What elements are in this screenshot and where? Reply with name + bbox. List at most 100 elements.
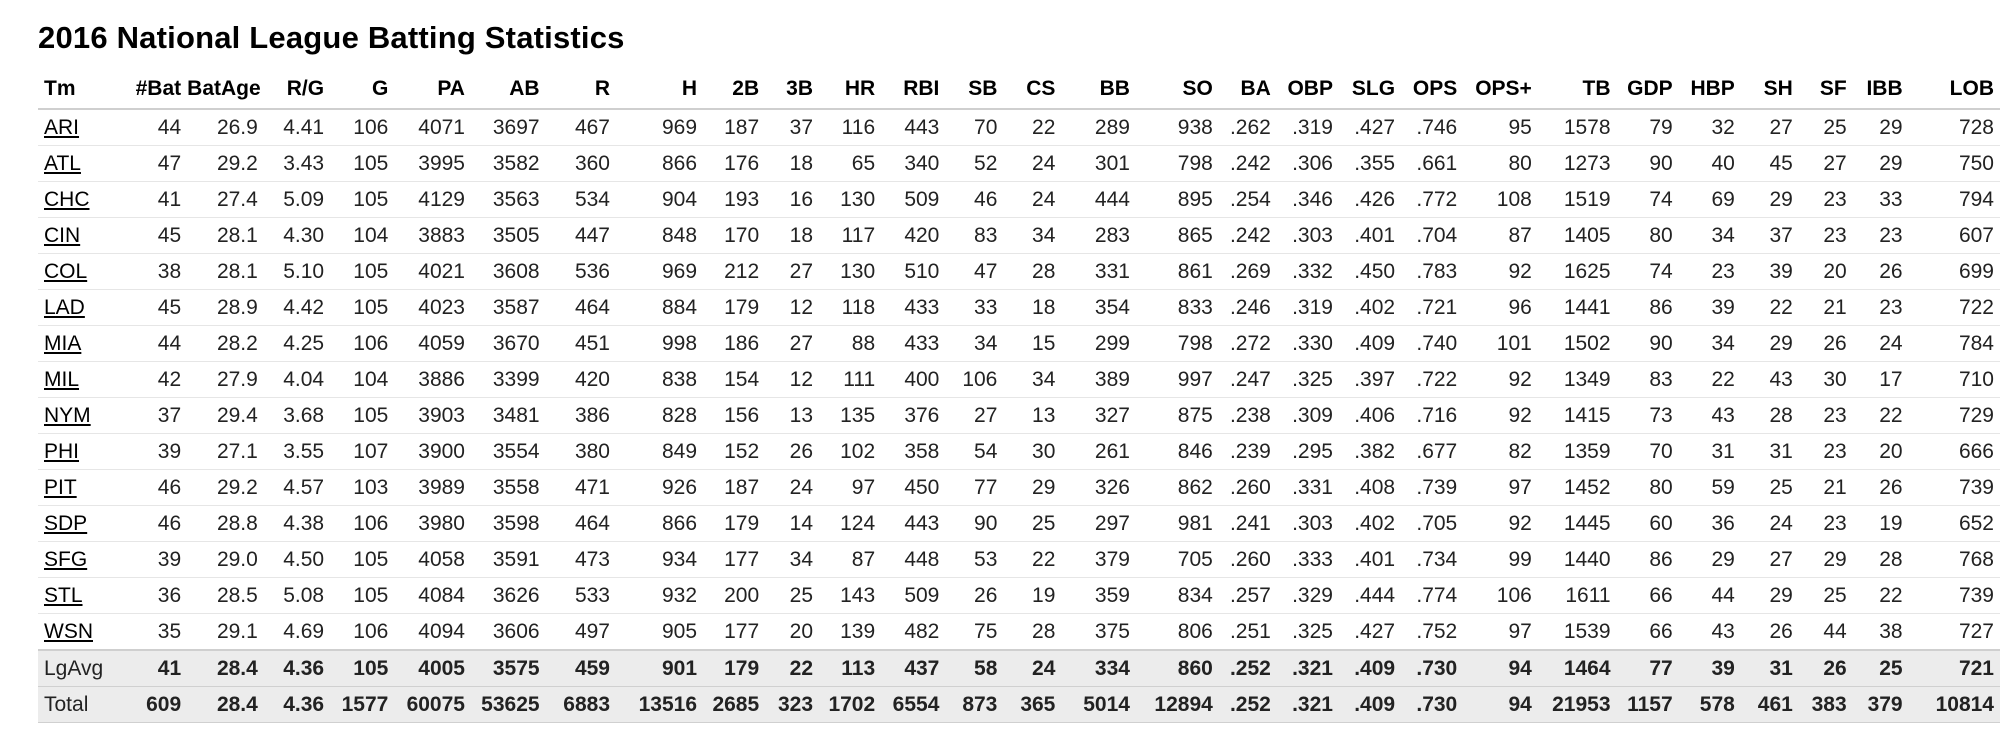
cell-ops-plus: 92 xyxy=(1463,361,1538,398)
col-header-2b[interactable]: 2B xyxy=(703,70,766,110)
col-header-3b[interactable]: 3B xyxy=(765,70,820,110)
col-header-sb[interactable]: SB xyxy=(945,70,1004,110)
cell-cs: 365 xyxy=(1003,686,1062,723)
team-link[interactable]: NYM xyxy=(44,403,91,427)
team-link[interactable]: ATL xyxy=(44,151,81,175)
col-header-batage[interactable]: BatAge xyxy=(187,70,264,110)
col-header-hbp[interactable]: HBP xyxy=(1678,70,1741,110)
team-link[interactable]: SFG xyxy=(44,547,88,571)
cell-2b: 179 xyxy=(703,505,766,542)
team-link[interactable]: MIL xyxy=(44,367,80,391)
cell-ab: 3606 xyxy=(470,613,546,651)
col-header-ops[interactable]: OPS xyxy=(1401,70,1464,110)
cell-bb: 327 xyxy=(1061,397,1136,434)
cell-gdp: 90 xyxy=(1616,145,1679,182)
cell-ibb: 20 xyxy=(1852,433,1909,470)
cell-sb: 54 xyxy=(945,433,1004,470)
cell-sb: 83 xyxy=(945,217,1004,254)
col-header-numbat[interactable]: #Bat xyxy=(112,70,188,110)
cell-sb: 58 xyxy=(945,649,1004,687)
cell-ops-plus: 108 xyxy=(1463,181,1538,218)
cell-pa: 4021 xyxy=(394,253,471,290)
cell-3b: 27 xyxy=(765,253,820,290)
col-header-slg[interactable]: SLG xyxy=(1338,70,1402,110)
team-link[interactable]: COL xyxy=(44,259,88,283)
col-header-tb[interactable]: TB xyxy=(1537,70,1617,110)
col-header-rbi[interactable]: RBI xyxy=(881,70,946,110)
col-header-sh[interactable]: SH xyxy=(1740,70,1799,110)
cell-ibb: 23 xyxy=(1852,289,1909,326)
team-link[interactable]: ARI xyxy=(44,115,80,139)
cell-g: 105 xyxy=(330,649,395,687)
cell-r: 380 xyxy=(545,433,616,470)
cell-2b: 177 xyxy=(703,541,766,578)
team-link[interactable]: STL xyxy=(44,583,83,607)
cell-batage: 27.1 xyxy=(187,433,264,470)
cell-r-per-g: 3.55 xyxy=(263,433,331,470)
col-header-obp[interactable]: OBP xyxy=(1276,70,1339,110)
col-header-ibb[interactable]: IBB xyxy=(1852,70,1909,110)
col-header-r-per-g[interactable]: R/G xyxy=(263,70,331,110)
cell-ba: .257 xyxy=(1218,577,1277,614)
cell-slg: .397 xyxy=(1338,361,1402,398)
team-link[interactable]: CIN xyxy=(44,223,81,247)
col-header-ba[interactable]: BA xyxy=(1218,70,1277,110)
col-header-so[interactable]: SO xyxy=(1135,70,1219,110)
cell-r: 447 xyxy=(545,217,616,254)
cell-hbp: 578 xyxy=(1678,686,1741,723)
col-header-ops-plus[interactable]: OPS+ xyxy=(1463,70,1538,110)
cell-ibb: 379 xyxy=(1852,686,1909,723)
cell-hr: 87 xyxy=(819,541,882,578)
col-header-bb[interactable]: BB xyxy=(1061,70,1136,110)
team-link[interactable]: LAD xyxy=(44,295,85,319)
cell-numbat: 39 xyxy=(112,433,188,470)
cell-ops-plus: 82 xyxy=(1463,433,1538,470)
col-header-pa[interactable]: PA xyxy=(394,70,471,110)
cell-tb: 1502 xyxy=(1537,325,1617,362)
cell-lob: 794 xyxy=(1908,181,2000,218)
col-header-hr[interactable]: HR xyxy=(819,70,882,110)
cell-ba: .260 xyxy=(1218,469,1277,506)
cell-cs: 30 xyxy=(1003,433,1062,470)
cell-h: 866 xyxy=(616,505,704,542)
cell-ba: .241 xyxy=(1218,505,1277,542)
cell-r-per-g: 5.08 xyxy=(263,577,331,614)
team-link[interactable]: WSN xyxy=(44,619,93,643)
cell-obp: .325 xyxy=(1276,613,1339,651)
cell-cs: 34 xyxy=(1003,217,1062,254)
cell-h: 905 xyxy=(616,613,704,651)
col-header-r[interactable]: R xyxy=(545,70,616,110)
col-header-g[interactable]: G xyxy=(330,70,395,110)
cell-slg: .409 xyxy=(1338,325,1402,362)
col-header-lob[interactable]: LOB xyxy=(1908,70,2000,110)
cell-ops: .716 xyxy=(1401,397,1464,434)
summary-label: Total xyxy=(38,686,113,723)
cell-ibb: 26 xyxy=(1852,469,1909,506)
col-header-gdp[interactable]: GDP xyxy=(1616,70,1679,110)
cell-ab: 3563 xyxy=(470,181,546,218)
cell-bb: 283 xyxy=(1061,217,1136,254)
team-link[interactable]: PHI xyxy=(44,439,80,463)
team-link[interactable]: MIA xyxy=(44,331,82,355)
team-link[interactable]: PIT xyxy=(44,475,77,499)
col-header-h[interactable]: H xyxy=(616,70,704,110)
cell-ab: 3558 xyxy=(470,469,546,506)
cell-ab: 3582 xyxy=(470,145,546,182)
cell-pa: 3980 xyxy=(394,505,471,542)
cell-h: 932 xyxy=(616,577,704,614)
cell-hr: 117 xyxy=(819,217,882,254)
cell-bb: 389 xyxy=(1061,361,1136,398)
col-header-cs[interactable]: CS xyxy=(1003,70,1062,110)
team-link[interactable]: CHC xyxy=(44,187,90,211)
col-header-tm[interactable]: Tm xyxy=(38,70,113,110)
team-link[interactable]: SDP xyxy=(44,511,88,535)
col-header-ab[interactable]: AB xyxy=(470,70,546,110)
cell-g: 106 xyxy=(330,613,395,651)
col-header-sf[interactable]: SF xyxy=(1798,70,1853,110)
cell-3b: 18 xyxy=(765,145,820,182)
cell-ba: .247 xyxy=(1218,361,1277,398)
cell-rbi: 510 xyxy=(881,253,946,290)
cell-ops-plus: 101 xyxy=(1463,325,1538,362)
cell-g: 103 xyxy=(330,469,395,506)
cell-sh: 31 xyxy=(1740,649,1799,687)
